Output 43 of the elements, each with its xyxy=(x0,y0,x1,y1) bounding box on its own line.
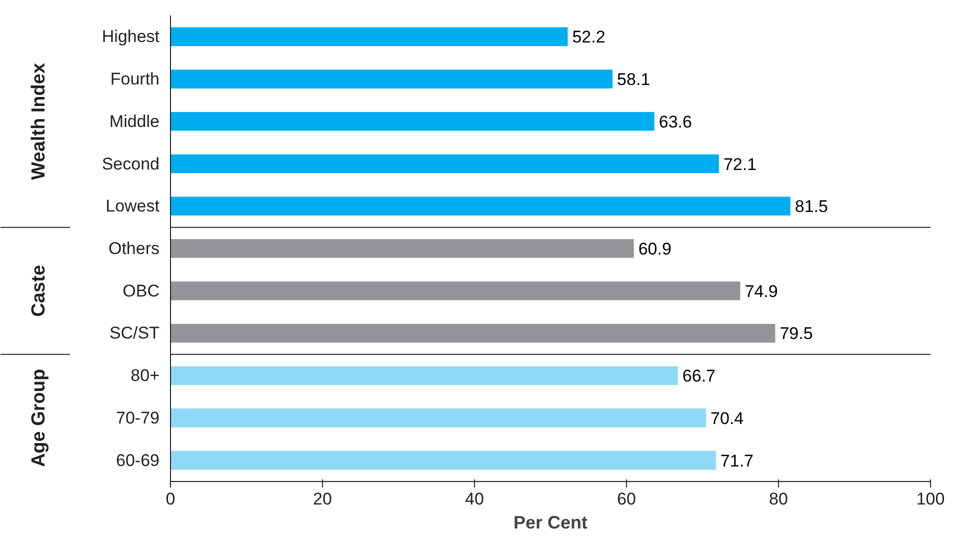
text: Age Group xyxy=(28,368,50,468)
y-tick-label: Highest xyxy=(102,27,160,46)
data-label: 63.6 xyxy=(658,112,692,132)
data-label: 81.5 xyxy=(794,197,828,216)
x-tick-label: 100 xyxy=(916,490,945,508)
y-tick-label: Lowest xyxy=(106,196,160,216)
bar xyxy=(170,27,568,46)
y-tick-label: Fourth xyxy=(110,70,160,89)
y-tick-label: 60-69 xyxy=(116,450,160,470)
data-label: 58.1 xyxy=(617,70,650,90)
bar xyxy=(170,281,740,300)
data-label: 79.5 xyxy=(780,324,813,344)
data-label: 60.9 xyxy=(638,240,672,258)
x-tick-label: 40 xyxy=(465,490,484,508)
data-label: 72.1 xyxy=(723,154,757,174)
text: Caste xyxy=(28,264,50,317)
data-label: 70.4 xyxy=(710,408,744,428)
bar xyxy=(170,239,634,258)
bar xyxy=(170,366,678,385)
data-label: 74.9 xyxy=(744,282,778,301)
bar xyxy=(170,70,613,88)
x-tick-label: 0 xyxy=(166,490,176,508)
bar xyxy=(170,196,790,216)
x-tick-label: 80 xyxy=(769,490,788,508)
x-tick-label: 20 xyxy=(313,490,332,508)
y-tick-label: 80+ xyxy=(130,366,160,386)
bar xyxy=(170,450,716,470)
y-tick-label: Others xyxy=(108,239,160,258)
y-tick-label: Middle xyxy=(109,112,160,131)
bar xyxy=(170,112,654,131)
data-label: 71.7 xyxy=(720,451,754,470)
data-label: 52.2 xyxy=(572,28,606,47)
y-tick-label: OBC xyxy=(122,281,160,300)
y-tick-label: 70-79 xyxy=(116,408,160,428)
bar xyxy=(170,154,719,174)
x-tick-label: 60 xyxy=(617,490,636,508)
text: Wealth Index xyxy=(28,62,50,180)
bar xyxy=(170,324,776,343)
y-tick-label: Second xyxy=(102,154,160,174)
y-tick-label: SC/ST xyxy=(109,324,160,343)
data-label: 66.7 xyxy=(682,366,716,386)
bar xyxy=(170,408,706,428)
x-axis-title: Per Cent xyxy=(513,512,588,532)
